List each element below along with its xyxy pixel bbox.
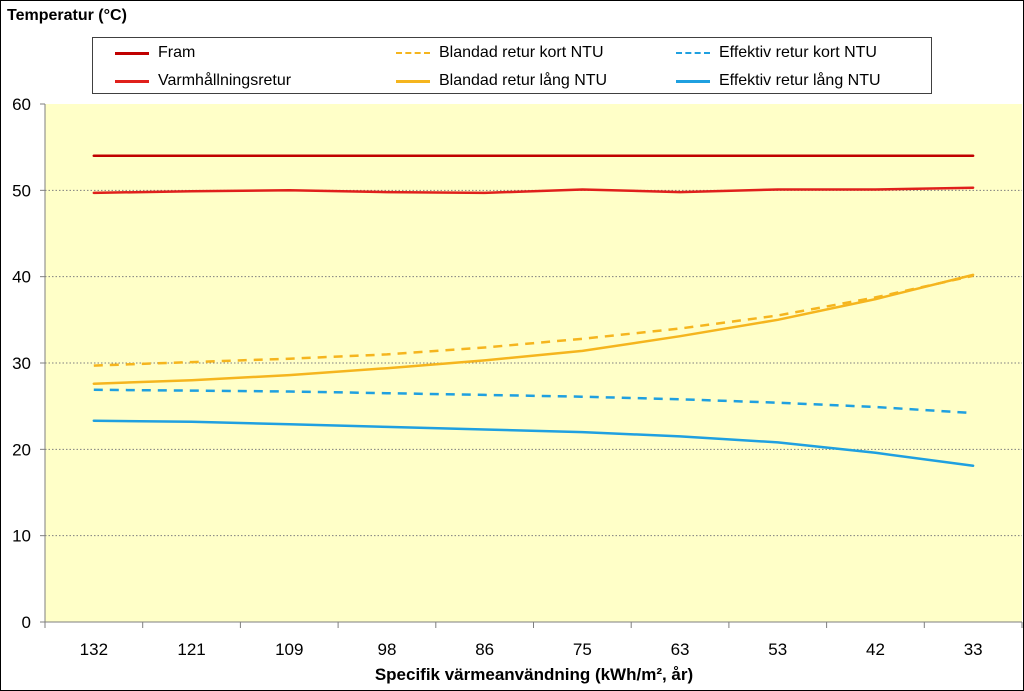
series-line-6 <box>92 419 975 467</box>
x-tick-label: 132 <box>80 640 108 659</box>
legend-swatch <box>115 76 149 86</box>
x-tick-label: 53 <box>768 640 787 659</box>
legend-swatch <box>396 76 430 86</box>
y-tick-label: 30 <box>12 354 31 373</box>
y-axis-title: Temperatur (°C) <box>7 7 127 24</box>
legend-label: Varmhållningsretur <box>158 72 292 89</box>
legend-label: Effektiv retur kort NTU <box>719 44 877 61</box>
legend-item-effektiv-lang: Effektiv retur lång NTU <box>676 70 881 92</box>
legend-swatch <box>396 48 430 58</box>
series-line-4 <box>92 186 975 195</box>
legend-item-blandad-kort: Blandad retur kort NTU <box>396 42 604 64</box>
legend-label: Blandad retur lång NTU <box>439 72 608 89</box>
y-tick-label: 20 <box>12 440 31 459</box>
legend-swatch <box>676 76 710 86</box>
legend-item-blandad-lang: Blandad retur lång NTU <box>396 70 607 92</box>
y-tick-label: 0 <box>22 613 31 632</box>
x-tick-label: 98 <box>377 640 396 659</box>
y-tick-label: 40 <box>12 268 31 287</box>
x-axis-title: Specifik värmeanvändning (kWh/m², år) <box>374 665 694 684</box>
x-tick-label: 109 <box>275 640 303 659</box>
y-tick-label: 10 <box>12 527 31 546</box>
x-tick-label: 75 <box>573 640 592 659</box>
y-tick-label: 50 <box>12 181 31 200</box>
x-tick-label: 121 <box>177 640 205 659</box>
x-tick-label: 42 <box>866 640 885 659</box>
series-line-2 <box>93 274 974 367</box>
legend: Fram Varmhållningsretur Blandad retur ko… <box>92 37 932 94</box>
legend-swatch <box>676 48 710 58</box>
x-tick-label: 86 <box>475 640 494 659</box>
legend-label: Fram <box>158 44 196 61</box>
series-line-3 <box>93 388 974 415</box>
legend-label: Effektiv retur lång NTU <box>719 72 881 89</box>
series-lines <box>92 154 975 467</box>
x-axis-ticks: 132 121 109 98 86 75 63 53 42 33 <box>44 622 1023 659</box>
legend-item-fram: Fram <box>115 42 195 64</box>
series-line-5 <box>92 273 975 385</box>
legend-item-effektiv-kort: Effektiv retur kort NTU <box>676 42 877 64</box>
x-tick-label: 33 <box>964 640 983 659</box>
legend-label: Blandad retur kort NTU <box>439 44 604 61</box>
y-tick-label: 60 <box>12 95 31 114</box>
legend-item-varmhallningsretur: Varmhållningsretur <box>115 70 291 92</box>
y-axis-ticks: 0 10 20 30 40 50 60 <box>12 95 45 632</box>
legend-swatch <box>115 48 149 58</box>
x-tick-label: 63 <box>671 640 690 659</box>
